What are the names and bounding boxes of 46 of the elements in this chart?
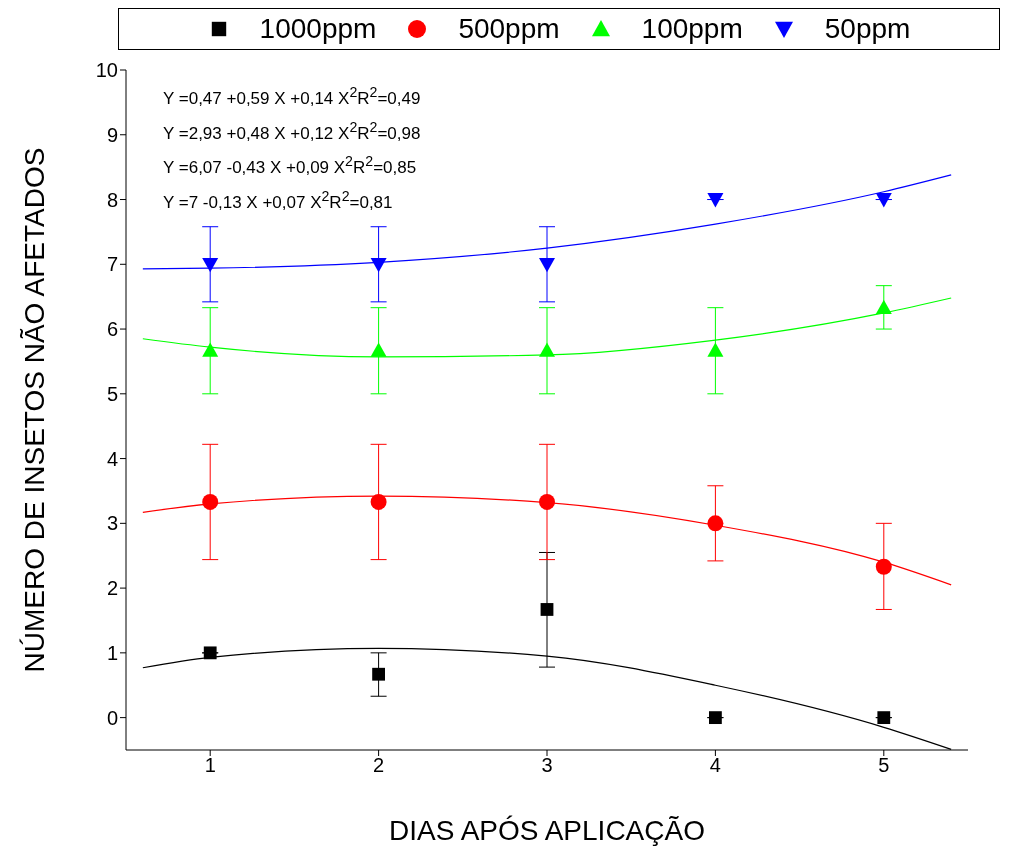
x-tick-label: 5 (878, 754, 890, 777)
point (709, 711, 722, 725)
legend-label: 1000ppm (259, 13, 377, 45)
point (202, 342, 219, 357)
annotation: Y =6,07 -0,43 X +0,09 X$^{2}$R$^{2}$=0,85 (163, 152, 418, 179)
point (370, 342, 387, 357)
x-tick-label: 3 (541, 754, 553, 777)
y-tick-label: 8 (106, 188, 118, 211)
y-tick-label: 1 (106, 641, 118, 664)
point (540, 603, 554, 616)
point (539, 493, 555, 510)
y-tick-label: 3 (106, 512, 118, 535)
legend-label: 100ppm (641, 13, 743, 45)
x-tick-label: 2 (373, 754, 385, 777)
annotation: Y =0,47 +0,59 X +0,14 X$^{2}$R$^{2}$=0,49 (163, 83, 421, 110)
y-tick-label: 7 (106, 253, 118, 276)
legend-label: 50ppm (824, 13, 911, 45)
annotation: Y =2,93 +0,48 X +0,12 X$^{2}$R$^{2}$=0,98 (163, 117, 421, 145)
point (203, 646, 217, 660)
y-tick-label: 5 (106, 382, 118, 405)
legend-label: 500ppm (458, 13, 560, 45)
y-tick-label: 9 (106, 123, 118, 146)
point (875, 193, 892, 208)
y-tick-label: 6 (106, 318, 118, 341)
point (875, 558, 892, 575)
y-axis-title: NÚMERO DE INSETOS NÃO AFETADOS (18, 147, 50, 673)
x-axis-title: DIAS APÓS APLICAÇÃO (389, 815, 705, 846)
point (202, 493, 219, 510)
point (370, 257, 387, 273)
point (372, 667, 385, 681)
point (370, 493, 387, 510)
y-tick-label: 10 (95, 59, 118, 82)
point (707, 342, 724, 357)
point (539, 257, 555, 273)
point (877, 711, 891, 725)
point (875, 299, 892, 315)
x-tick-label: 1 (204, 754, 216, 777)
y-tick-label: 4 (106, 447, 118, 470)
point (707, 193, 724, 208)
annotation: Y =7 -0,13 X +0,07 X$^{2}$R$^{2}$=0,81 (163, 186, 394, 214)
y-tick-label: 2 (106, 577, 118, 600)
point (707, 515, 724, 532)
point (202, 257, 219, 273)
y-tick-label: 0 (106, 706, 118, 729)
point (539, 342, 555, 357)
x-tick-label: 4 (709, 754, 721, 777)
